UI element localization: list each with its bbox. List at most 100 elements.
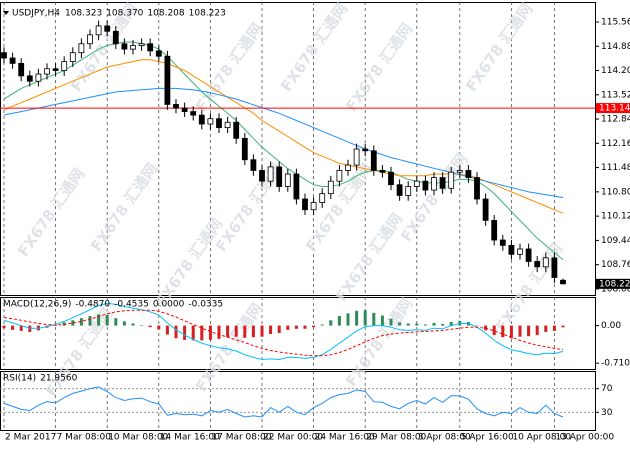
x-tick-label: 22 Mar 00:00 [263,433,323,443]
histogram-bar [329,320,333,326]
candle-body [95,25,102,36]
histogram-bar [260,325,264,337]
candle-body [302,198,308,211]
histogram-bar [28,325,32,332]
y-tick-label: 0.00 [601,321,621,331]
candle-body [233,121,240,139]
price-level-tag [596,103,630,114]
candle-body [370,150,377,171]
y-tick-label: 112.160 [601,139,630,149]
x-tick-label: 14 Mar 16:00 [160,433,220,443]
y-tick-label: 109.440 [601,236,630,246]
histogram-bar [200,325,204,341]
y-tick-label: 108.760 [601,260,630,270]
y-tick-label: 70 [601,384,613,394]
candle-body [439,177,446,189]
y-tick-label: 115.560 [601,17,630,27]
candle-body [26,75,33,82]
histogram-bar [122,321,126,326]
histogram-bar [380,315,384,326]
candle-body [190,111,197,116]
candle-body [121,43,128,50]
histogram-bar [174,325,178,339]
histogram-bar [131,323,135,326]
candle-body [422,180,429,191]
histogram-bar [148,325,152,328]
candle-body [181,107,188,112]
histogram-bar [269,325,273,335]
y-tick-label: 114.200 [601,66,630,76]
indicator-value: -0.4535 [114,300,149,310]
candle-body [534,261,541,268]
candle-body [61,61,68,71]
candle-body [396,184,403,196]
histogram-bar [312,325,316,328]
ohlc-value: 108.223 [189,9,226,19]
histogram-bar [389,318,393,326]
candle-body [551,257,558,278]
histogram-bar [114,318,118,326]
histogram-bar [535,325,539,336]
candle-body [448,171,455,189]
ohlc-value: 108.323 [65,9,102,19]
x-tick-label: 2 Mar 2017 [5,433,56,443]
panel-frame [0,2,596,296]
candle-body [293,173,300,200]
indicator-line [3,386,564,418]
candle-body [241,137,248,161]
histogram-bar [71,320,75,326]
candle-body [413,180,420,187]
candle-body [52,68,59,71]
candle-body [18,62,25,77]
candle-body [44,68,50,75]
candle-body [327,180,334,195]
histogram-bar [97,314,101,326]
candle-body [508,244,515,255]
header-arrow [3,11,9,15]
histogram-bar [234,325,238,337]
histogram-bar [105,315,109,326]
histogram-bar [251,325,255,338]
x-tick-label: 3 Apr 08:00 [418,433,471,443]
candle-body [499,239,506,246]
histogram-bar [406,323,410,326]
candle-body [69,52,76,62]
candle-body [525,248,532,262]
histogram-bar [2,325,6,329]
candle-body [465,170,472,178]
histogram-bar [527,325,531,337]
histogram-bar [346,313,350,326]
x-tick-label: 29 Mar 08:00 [366,433,426,443]
candle-body [147,43,154,52]
indicator-line [3,41,564,261]
x-tick-label: 13 Apr 00:00 [555,433,614,443]
candle-body [353,148,360,166]
histogram-bar [492,325,496,336]
candle-body [276,166,283,187]
histogram-bar [286,325,290,330]
candle-body [130,45,136,50]
histogram-bar [79,318,83,326]
histogram-bar [88,316,92,326]
candle-body [78,43,85,54]
histogram-bar [208,325,212,340]
candle-body [250,159,257,171]
price-level-label: 113.148 [599,104,630,114]
histogram-bar [294,325,298,329]
candle-body [379,170,386,173]
candle-body [224,121,231,129]
x-tick-label: 24 Mar 16:00 [315,433,375,443]
candle-body [560,279,566,285]
last-price-tag [596,278,630,289]
histogram-bar [217,325,221,339]
histogram-bar [355,310,359,326]
chart-title: USDJPY,H4 [12,9,60,19]
candle-body [155,50,162,57]
ohlc-value: 108.370 [106,9,143,19]
candle-body [104,25,111,32]
x-tick-label: 10 Apr 08:00 [512,433,571,443]
y-tick-label: 110.800 [601,187,630,197]
candle-body [456,170,463,173]
histogram-bar [183,325,187,340]
